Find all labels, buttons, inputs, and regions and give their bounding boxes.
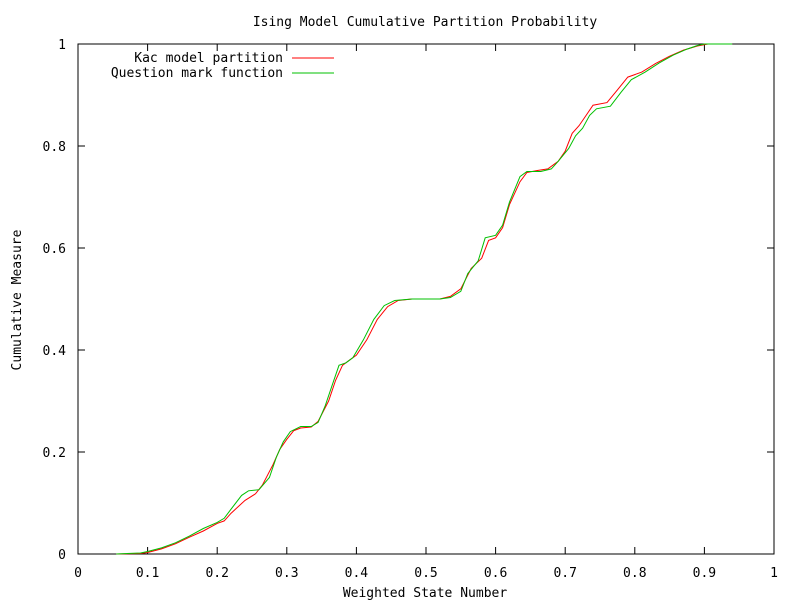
- x-axis-label: Weighted State Number: [343, 586, 508, 600]
- x-tick-label: 0.6: [484, 566, 507, 581]
- legend-label: Kac model partition: [134, 51, 283, 66]
- x-tick-label: 0.9: [693, 566, 716, 581]
- y-tick-label: 0: [58, 548, 66, 563]
- series-layer: [116, 43, 733, 555]
- x-tick-label: 0.3: [275, 566, 298, 581]
- y-axis-label: Cumulative Measure: [10, 229, 25, 370]
- x-tick-label: 1: [770, 566, 778, 581]
- y-tick-label: 0.4: [43, 344, 67, 359]
- x-tick-label: 0.5: [414, 566, 437, 581]
- x-tick-label: 0.4: [345, 566, 369, 581]
- y-axis-ticks: 0 0.2 0.4 0.6 0.8 1: [43, 38, 774, 563]
- x-tick-label: 0.2: [205, 566, 228, 581]
- x-tick-label: 0: [74, 566, 82, 581]
- x-tick-label: 0.7: [553, 566, 576, 581]
- series-line-question-mark-function: [116, 43, 733, 555]
- y-tick-label: 0.8: [43, 140, 66, 155]
- chart-title: Ising Model Cumulative Partition Probabi…: [253, 15, 598, 30]
- legend-label: Question mark function: [111, 66, 283, 81]
- y-tick-label: 0.6: [43, 242, 66, 257]
- y-tick-label: 1: [58, 38, 66, 53]
- y-tick-label: 0.2: [43, 446, 66, 461]
- x-tick-label: 0.1: [136, 566, 159, 581]
- x-axis-ticks: 0 0.1 0.2 0.3 0.4 0.5 0.6 0.7 0.8 0.9 1: [74, 44, 778, 581]
- x-tick-label: 0.8: [623, 566, 646, 581]
